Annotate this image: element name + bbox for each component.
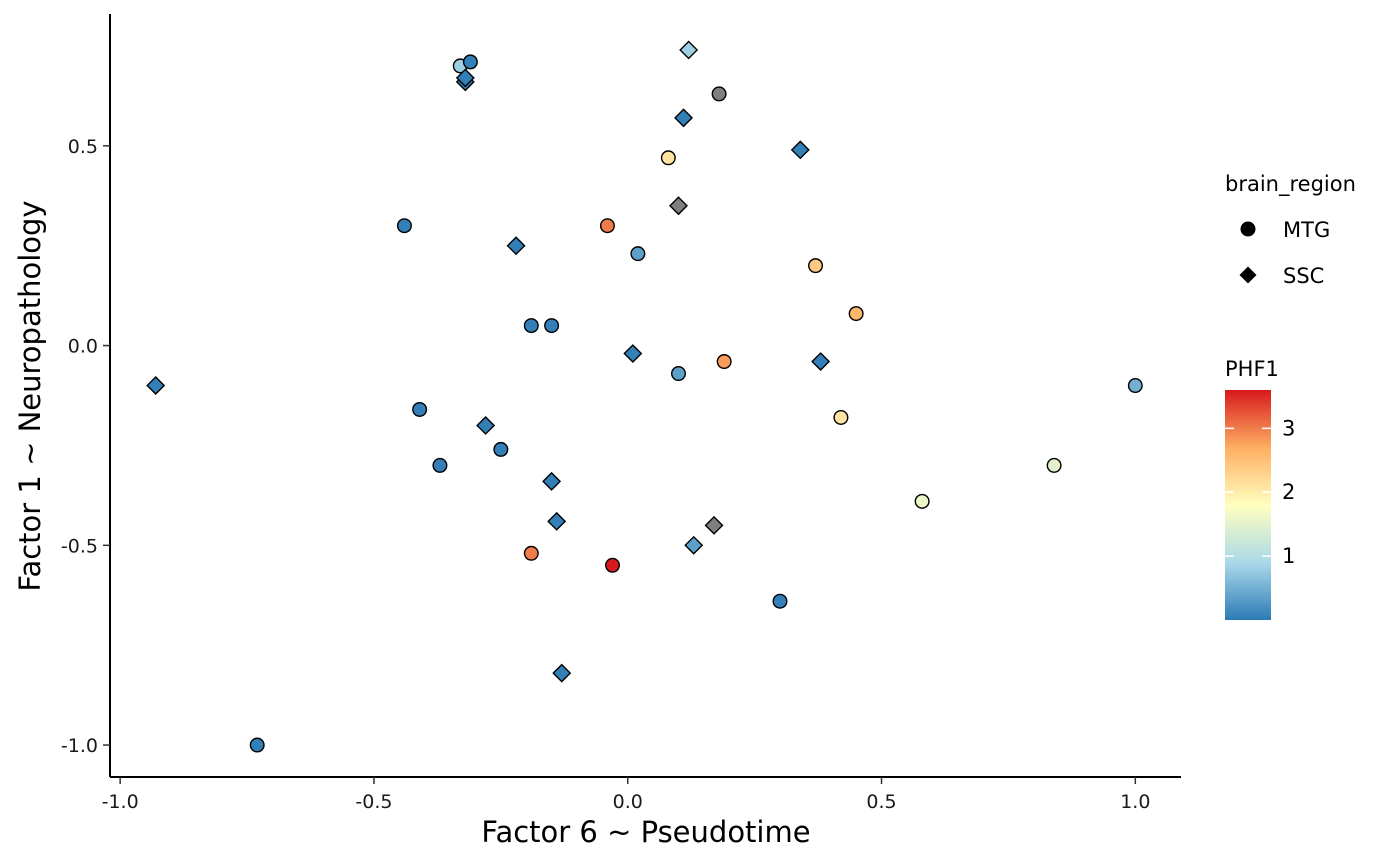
color-tick-label: 3 — [1282, 416, 1295, 440]
mtg-point — [711, 86, 727, 102]
mtg-point — [605, 557, 621, 573]
mtg-point — [523, 545, 539, 561]
ssc-point — [146, 376, 166, 395]
ssc-point — [455, 68, 475, 88]
ssc-point — [669, 196, 688, 216]
mtg-point — [249, 737, 265, 753]
shape-legend: brain_region MTG SSC — [1225, 172, 1356, 288]
x-axis-title: Factor 6 ~ Pseudotime — [481, 815, 810, 849]
data-points — [146, 40, 1143, 753]
x-tick-label: 0.5 — [866, 791, 896, 813]
ssc-point — [547, 511, 567, 531]
mtg-point — [396, 218, 412, 234]
y-tick-label: -0.5 — [61, 535, 98, 557]
x-tick-label: 1.0 — [1120, 791, 1150, 813]
plot-area: -1.0 -0.5 0.0 0.5 1.0 -1.0 -0.5 0.0 0.5 — [61, 14, 1181, 813]
ssc-point — [623, 344, 643, 364]
mtg-point — [1046, 457, 1062, 473]
ssc-point — [542, 471, 562, 491]
ssc-point — [506, 236, 526, 256]
ssc-point — [679, 40, 699, 60]
ssc-point — [704, 515, 724, 535]
shape-legend-title: brain_region — [1225, 172, 1356, 197]
x-tick-label: -0.5 — [355, 791, 392, 813]
mtg-point — [412, 401, 428, 417]
mtg-point — [914, 493, 930, 509]
mtg-point — [833, 409, 849, 425]
ssc-point — [684, 535, 704, 555]
x-ticks: -1.0 -0.5 0.0 0.5 1.0 — [102, 777, 1150, 813]
color-tick-label: 2 — [1282, 480, 1295, 504]
ssc-point — [790, 140, 810, 160]
mtg-point — [493, 441, 509, 457]
y-tick-label: 0.5 — [68, 136, 98, 158]
ssc-point — [476, 415, 496, 435]
x-tick-label: 0.0 — [613, 791, 643, 813]
mtg-point — [462, 54, 478, 70]
y-axis-title: Factor 1 ~ Neuropathology — [13, 200, 47, 591]
color-ticks: 1 2 3 — [1225, 416, 1295, 568]
legend-ssc-label: SSC — [1283, 264, 1324, 288]
mtg-point — [772, 593, 788, 609]
ssc-point — [552, 663, 572, 683]
mtg-point — [848, 306, 864, 322]
mtg-point — [599, 218, 615, 234]
ssc-point — [674, 108, 694, 128]
mtg-point — [432, 457, 448, 473]
mtg-point — [716, 354, 732, 370]
color-tick-label: 1 — [1282, 544, 1295, 568]
legend-mtg-circle-icon — [1240, 221, 1256, 237]
ssc-point — [811, 352, 831, 372]
color-bar — [1225, 390, 1271, 620]
mtg-point — [670, 366, 686, 382]
color-legend: PHF1 1 2 3 — [1225, 357, 1295, 620]
mtg-point — [544, 318, 560, 334]
y-tick-label: 0.0 — [68, 336, 98, 358]
mtg-point — [660, 150, 676, 166]
mtg-point — [630, 246, 646, 262]
mtg-point — [1127, 378, 1143, 394]
legend-mtg-label: MTG — [1283, 218, 1330, 242]
x-tick-label: -1.0 — [102, 791, 139, 813]
mtg-point — [808, 258, 824, 274]
y-tick-label: -1.0 — [61, 735, 98, 757]
mtg-point — [523, 318, 539, 334]
y-ticks: -1.0 -0.5 0.0 0.5 — [61, 136, 110, 757]
legend-ssc-diamond-icon — [1239, 266, 1257, 284]
color-legend-title: PHF1 — [1225, 357, 1279, 381]
